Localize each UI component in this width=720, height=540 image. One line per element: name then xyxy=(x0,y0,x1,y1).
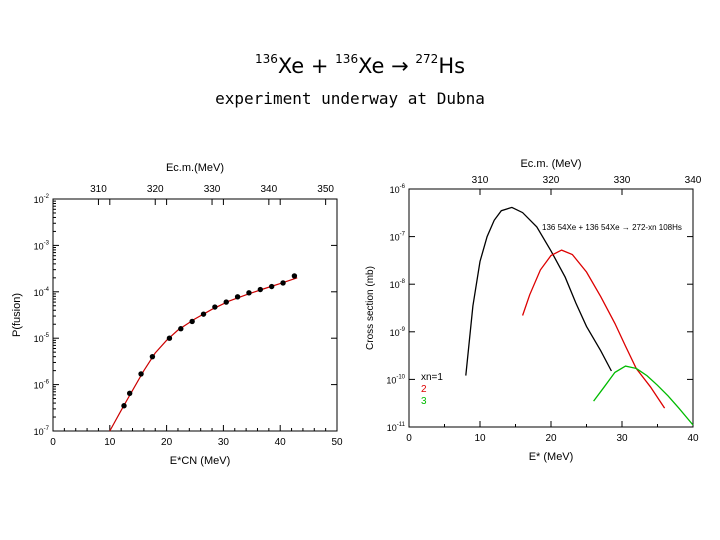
left-top-axis-label: Ec.m.(MeV) xyxy=(166,162,224,174)
left-x-axis-label: E*CN (MeV) xyxy=(170,455,231,467)
left-y-tick-label: 10-7 xyxy=(34,426,50,437)
right-chart-group: 0 10 20 30 40 310 320 330 340 Ec.m. (MeV) E* (MeV)… xyxy=(365,158,702,463)
right-y-tick-label: 10-9 xyxy=(390,327,406,338)
left-data-point xyxy=(291,273,298,279)
element-3: Hs xyxy=(438,54,466,78)
right-x-tick-label: 30 xyxy=(616,433,628,444)
right-top-tick-label: 340 xyxy=(685,175,702,186)
left-x-tick-label: 0 xyxy=(50,437,56,448)
mass-number-3: 272 xyxy=(415,52,439,66)
left-top-tick-label: 340 xyxy=(260,184,277,195)
mass-number-2: 136 xyxy=(335,52,359,66)
right-y-tick-label: 10-8 xyxy=(390,279,406,290)
left-x-tick-label: 40 xyxy=(275,437,287,448)
left-data-point xyxy=(121,403,127,409)
right-series-line xyxy=(521,249,666,409)
right-top-tick-label: 310 xyxy=(472,175,489,186)
right-x-tick-label: 20 xyxy=(545,433,557,444)
left-y-tick-label: 10-6 xyxy=(34,380,50,391)
left-data-point xyxy=(149,353,156,360)
left-y-axis-label: P(fusion) xyxy=(11,293,23,337)
left-top-tick-label: 310 xyxy=(90,184,107,195)
left-data-point xyxy=(246,290,252,296)
right-top-tick-label: 330 xyxy=(614,175,631,186)
right-legend-entry: 3 xyxy=(421,396,427,407)
left-fit-curve xyxy=(109,277,298,432)
left-plot-frame xyxy=(52,198,338,432)
left-data-point xyxy=(223,299,229,305)
left-x-tick-label: 10 xyxy=(104,437,116,448)
right-legend-entry: 2 xyxy=(421,384,427,395)
element-1: Xe xyxy=(277,54,305,78)
arrow: → xyxy=(384,54,416,78)
right-x-tick-label: 0 xyxy=(406,433,412,444)
right-series-line xyxy=(593,365,694,426)
left-data-point xyxy=(280,280,286,286)
right-top-tick-label: 320 xyxy=(543,175,560,186)
left-y-tick-label: 10-3 xyxy=(34,240,50,251)
left-y-tick-label: 10-5 xyxy=(34,333,50,344)
left-data-point xyxy=(268,283,275,290)
plus-sign: + xyxy=(304,54,336,78)
right-y-axis-label: Cross section (mb) xyxy=(365,266,376,350)
left-data-point xyxy=(178,326,184,332)
slide-title: 136Xe + 136Xe → 272Hs xyxy=(0,52,720,79)
right-x-axis-label: E* (MeV) xyxy=(529,451,574,463)
left-x-tick-label: 20 xyxy=(161,437,173,448)
left-x-tick-label: 30 xyxy=(218,437,230,448)
left-x-tick-label: 50 xyxy=(331,437,343,448)
left-data-point xyxy=(212,304,218,310)
right-y-tick-label: 10-10 xyxy=(386,374,405,385)
right-reaction-label: 136 54Xe + 136 54Xe → 272-xn 108Hs xyxy=(542,223,682,232)
left-data-point xyxy=(189,318,195,325)
left-data-point xyxy=(126,390,133,396)
left-data-point xyxy=(166,335,173,341)
left-data-point xyxy=(200,311,207,317)
left-chart-group: 0 10 20 30 40 50 310 320 330 340 350 Ec.m.(MeV) E*CN… xyxy=(11,162,343,467)
left-y-tick-label: 10-4 xyxy=(34,287,50,298)
left-data-point xyxy=(138,371,144,377)
right-x-tick-label: 10 xyxy=(474,433,486,444)
left-top-tick-label: 330 xyxy=(204,184,221,195)
right-y-tick-label: 10-7 xyxy=(390,232,406,243)
left-data-point xyxy=(234,294,241,300)
slide-subtitle: experiment underway at Dubna xyxy=(215,89,485,108)
left-data-point xyxy=(257,286,264,293)
left-top-tick-label: 320 xyxy=(147,184,164,195)
left-y-tick-label: 10-2 xyxy=(34,194,50,205)
right-y-tick-label: 10-6 xyxy=(390,184,406,195)
left-top-tick-label: 350 xyxy=(317,184,334,195)
right-y-tick-label: 10-11 xyxy=(387,422,406,433)
element-2: Xe xyxy=(358,54,385,78)
right-legend-entry: xn=1 xyxy=(421,372,443,383)
right-top-axis-label: Ec.m. (MeV) xyxy=(520,158,581,170)
mass-number-1: 136 xyxy=(254,52,278,66)
right-series-line xyxy=(465,206,612,376)
right-x-tick-label: 40 xyxy=(687,433,699,444)
